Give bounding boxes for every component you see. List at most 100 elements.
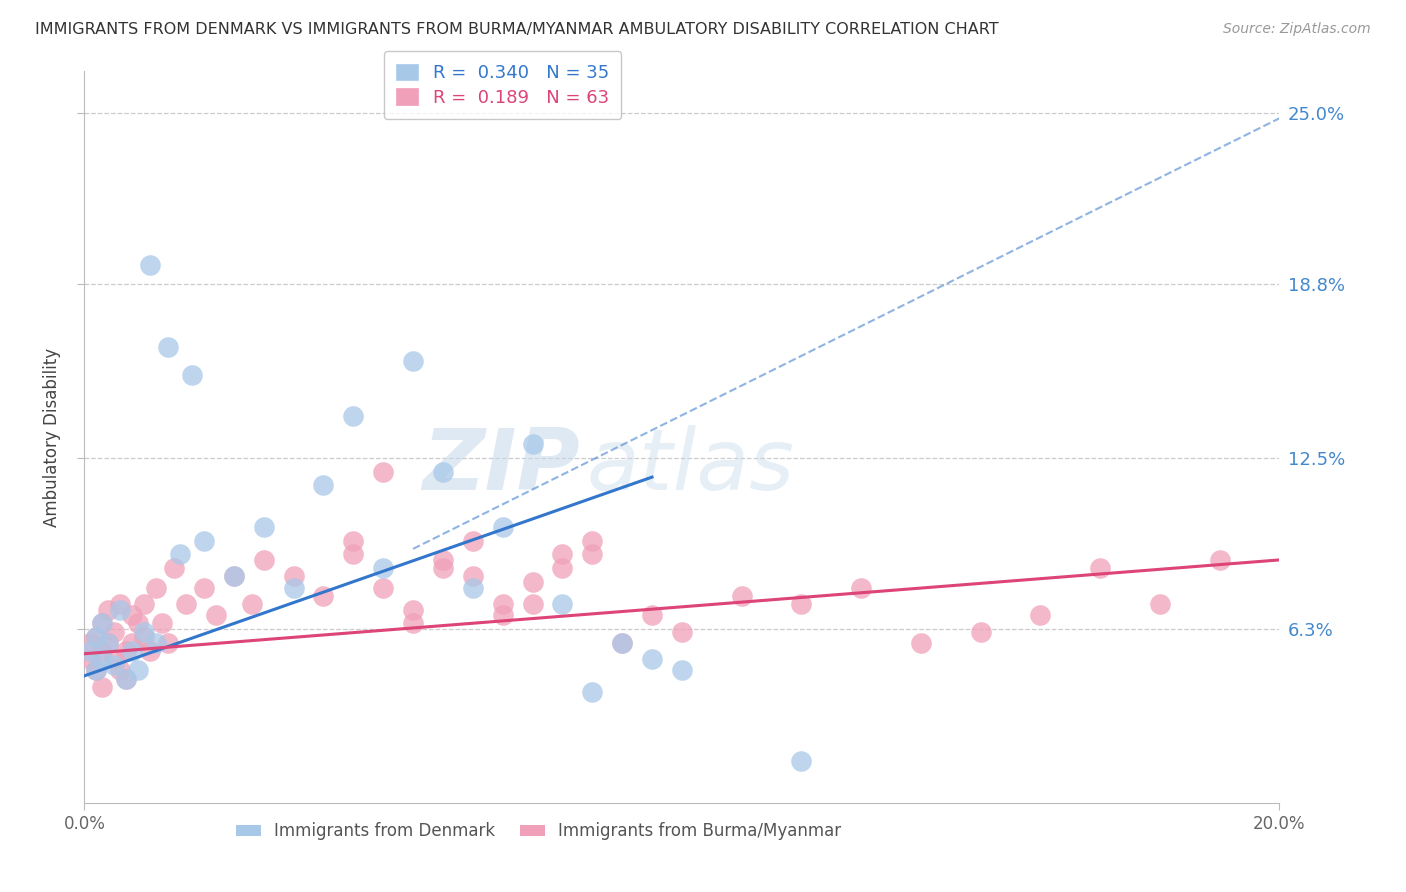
Point — [222, 569, 245, 583]
Point — [253, 553, 276, 567]
Point — [174, 597, 197, 611]
Point — [402, 616, 425, 631]
Point — [97, 636, 120, 650]
Y-axis label: Ambulatory Disability: Ambulatory Disability — [44, 348, 62, 526]
Point — [432, 553, 454, 567]
Point — [612, 636, 634, 650]
Point — [342, 533, 364, 548]
Point — [342, 548, 364, 562]
Point — [193, 581, 215, 595]
Point — [402, 354, 425, 368]
Point — [145, 581, 167, 595]
Point — [121, 608, 143, 623]
Point — [115, 672, 138, 686]
Text: Source: ZipAtlas.com: Source: ZipAtlas.com — [1223, 22, 1371, 37]
Point — [1149, 597, 1171, 611]
Point — [790, 597, 813, 611]
Point — [97, 636, 120, 650]
Point — [110, 602, 132, 616]
Point — [240, 597, 263, 611]
Point — [641, 652, 664, 666]
Point — [91, 680, 114, 694]
Point — [551, 548, 574, 562]
Point — [91, 652, 114, 666]
Point — [132, 630, 156, 644]
Point — [522, 574, 544, 589]
Point — [79, 652, 101, 666]
Point — [86, 663, 108, 677]
Point — [581, 685, 603, 699]
Point — [641, 608, 664, 623]
Point — [1090, 561, 1112, 575]
Point — [132, 624, 156, 639]
Point — [522, 437, 544, 451]
Text: atlas: atlas — [586, 425, 794, 508]
Point — [910, 636, 932, 650]
Point — [312, 589, 335, 603]
Point — [163, 561, 186, 575]
Point — [551, 597, 574, 611]
Point — [522, 597, 544, 611]
Point — [132, 597, 156, 611]
Point — [97, 602, 120, 616]
Point — [432, 465, 454, 479]
Point — [731, 589, 754, 603]
Point — [157, 636, 180, 650]
Point — [492, 608, 515, 623]
Point — [110, 663, 132, 677]
Point — [283, 569, 305, 583]
Point — [181, 368, 204, 382]
Point — [253, 520, 276, 534]
Point — [492, 520, 515, 534]
Point — [222, 569, 245, 583]
Point — [103, 624, 125, 639]
Point — [79, 644, 101, 658]
Point — [461, 569, 484, 583]
Point — [79, 636, 101, 650]
Text: ZIP: ZIP — [423, 425, 581, 508]
Point — [86, 663, 108, 677]
Point — [193, 533, 215, 548]
Legend: Immigrants from Denmark, Immigrants from Burma/Myanmar: Immigrants from Denmark, Immigrants from… — [229, 816, 848, 847]
Point — [91, 644, 114, 658]
Point — [970, 624, 993, 639]
Point — [312, 478, 335, 492]
Point — [103, 652, 125, 666]
Point — [283, 581, 305, 595]
Point — [91, 616, 114, 631]
Point — [115, 672, 138, 686]
Point — [86, 630, 108, 644]
Point — [342, 409, 364, 424]
Point — [169, 548, 191, 562]
Text: IMMIGRANTS FROM DENMARK VS IMMIGRANTS FROM BURMA/MYANMAR AMBULATORY DISABILITY C: IMMIGRANTS FROM DENMARK VS IMMIGRANTS FR… — [35, 22, 998, 37]
Point — [461, 533, 484, 548]
Point — [145, 636, 167, 650]
Point — [127, 663, 149, 677]
Point — [581, 533, 603, 548]
Point — [205, 608, 228, 623]
Point — [86, 630, 108, 644]
Point — [581, 548, 603, 562]
Point — [612, 636, 634, 650]
Point — [127, 616, 149, 631]
Point — [671, 624, 693, 639]
Point — [373, 465, 395, 479]
Point — [91, 616, 114, 631]
Point — [461, 581, 484, 595]
Point — [121, 644, 143, 658]
Point — [851, 581, 873, 595]
Point — [157, 340, 180, 354]
Point — [1029, 608, 1052, 623]
Point — [790, 755, 813, 769]
Point — [139, 644, 162, 658]
Point — [671, 663, 693, 677]
Point — [373, 561, 395, 575]
Point — [492, 597, 515, 611]
Point — [373, 581, 395, 595]
Point — [115, 644, 138, 658]
Point — [103, 657, 125, 672]
Point — [139, 258, 162, 272]
Point — [402, 602, 425, 616]
Point — [121, 636, 143, 650]
Point — [551, 561, 574, 575]
